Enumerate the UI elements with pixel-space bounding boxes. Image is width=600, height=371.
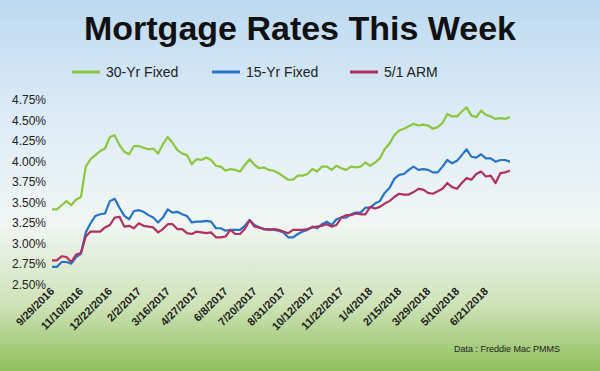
legend-swatch	[212, 71, 240, 74]
legend-swatch	[350, 71, 378, 74]
y-tick-label: 4.75%	[12, 93, 46, 107]
y-tick-label: 3.00%	[12, 237, 46, 251]
legend-swatch	[72, 71, 100, 74]
legend-entry: 15-Yr Fixed	[212, 64, 318, 80]
y-tick	[48, 243, 51, 244]
x-tick-label: 12/22/2016	[67, 285, 114, 332]
source-note: Data : Freddie Mac PMMS	[454, 344, 560, 354]
y-tick-label: 4.25%	[12, 134, 46, 148]
y-tick-label: 2.50%	[12, 278, 46, 292]
x-tick-label: 6/21/2018	[447, 285, 490, 328]
title: Mortgage Rates This Week	[84, 9, 516, 47]
y-tick	[48, 223, 51, 224]
y-tick	[48, 100, 51, 101]
series-line	[52, 107, 510, 209]
y-tick-label: 3.25%	[12, 216, 46, 230]
x-tick-label: 4/27/2017	[158, 285, 201, 328]
chart: Mortgage Rates This Week 30-Yr Fixed 15-Yr…	[0, 0, 600, 371]
series-line	[52, 149, 510, 267]
y-tick	[48, 161, 51, 162]
legend-label: 30-Yr Fixed	[106, 64, 178, 80]
y-tick	[48, 202, 51, 203]
series-group	[52, 107, 510, 267]
series-line	[52, 171, 510, 262]
y-tick	[48, 182, 51, 183]
y-tick	[48, 120, 51, 121]
y-tick-label: 4.50%	[12, 114, 46, 128]
legend-entry: 30-Yr Fixed	[72, 64, 178, 80]
y-tick	[48, 141, 51, 142]
y-tick	[48, 285, 51, 286]
y-tick-label: 3.75%	[12, 175, 46, 189]
legend-label: 15-Yr Fixed	[246, 64, 318, 80]
y-tick-label: 4.00%	[12, 155, 46, 169]
y-tick	[48, 264, 51, 265]
legend-entry: 5/1 ARM	[350, 64, 438, 80]
y-tick-label: 2.75%	[12, 257, 46, 271]
y-tick-label: 3.50%	[12, 196, 46, 210]
legend-label: 5/1 ARM	[384, 64, 438, 80]
x-tick-label: 11/22/2017	[299, 285, 346, 332]
